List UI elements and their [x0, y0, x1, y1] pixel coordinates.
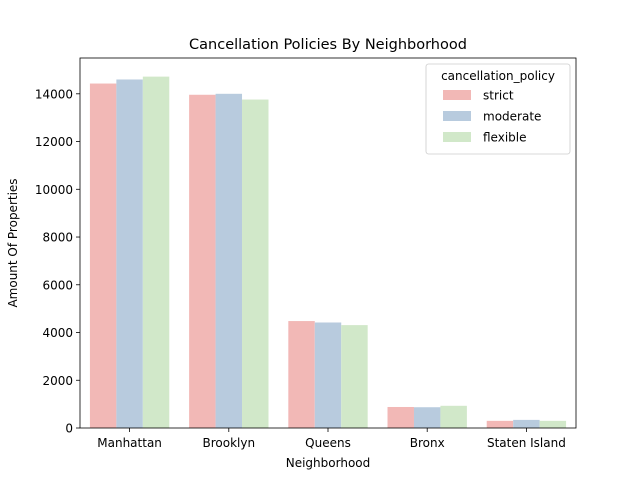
- y-tick-label: 6000: [42, 278, 73, 292]
- legend-label-moderate: moderate: [483, 110, 541, 124]
- bars: [89, 76, 567, 429]
- x-tick-label: Queens: [305, 436, 351, 450]
- legend-swatch-moderate: [443, 111, 471, 121]
- y-tick-label: 12000: [35, 135, 73, 149]
- legend-box: [425, 63, 571, 155]
- bar-strict-manhattan: [89, 83, 117, 429]
- x-axis: Manhattan Brooklyn Queens Bronx Staten Islan…: [97, 428, 566, 450]
- y-tick-label: 2000: [42, 374, 73, 388]
- x-tick-label: Brooklyn: [203, 436, 256, 450]
- bar-flexible-queens: [341, 325, 368, 428]
- y-tick-label: 0: [65, 422, 73, 436]
- chart-title: Cancellation Policies By Neighborhood: [189, 37, 467, 53]
- bar-strict-bronx: [387, 406, 414, 428]
- bar-moderate-queens: [314, 322, 342, 428]
- bar-strict-staten-island: [486, 420, 514, 428]
- y-tick-label: 4000: [42, 326, 73, 340]
- legend-label-flexible: flexible: [483, 131, 527, 145]
- bar-strict-queens: [288, 321, 315, 428]
- bar-flexible-bronx: [440, 405, 467, 428]
- y-tick-label: 8000: [42, 231, 73, 245]
- legend-label-strict: strict: [483, 89, 514, 103]
- bar-moderate-manhattan: [116, 79, 143, 428]
- bar-flexible-brooklyn: [242, 99, 269, 428]
- plot-frame: [79, 57, 577, 429]
- y-tick-label: 10000: [35, 183, 73, 197]
- bar-moderate-staten-island: [513, 419, 540, 428]
- bar-flexible-staten-island: [539, 420, 567, 428]
- x-axis-label: Neighborhood: [286, 456, 371, 470]
- y-axis-label: Amount Of Properties: [6, 178, 20, 307]
- y-tick-label: 14000: [35, 87, 73, 101]
- bar-flexible-manhattan: [142, 76, 170, 428]
- bar-moderate-brooklyn: [215, 93, 243, 428]
- legend-swatch-strict: [443, 90, 471, 100]
- legend-title: cancellation_policy: [441, 69, 555, 83]
- y-axis: 0 2000 4000 6000 8000 10000 12000 14000: [35, 87, 80, 436]
- legend-swatch-flexible: [443, 132, 471, 142]
- x-tick-label: Manhattan: [97, 436, 162, 450]
- bar-moderate-bronx: [413, 407, 441, 428]
- bar-strict-brooklyn: [189, 94, 216, 428]
- x-tick-label: Staten Island: [487, 436, 566, 450]
- x-tick-label: Bronx: [410, 436, 445, 450]
